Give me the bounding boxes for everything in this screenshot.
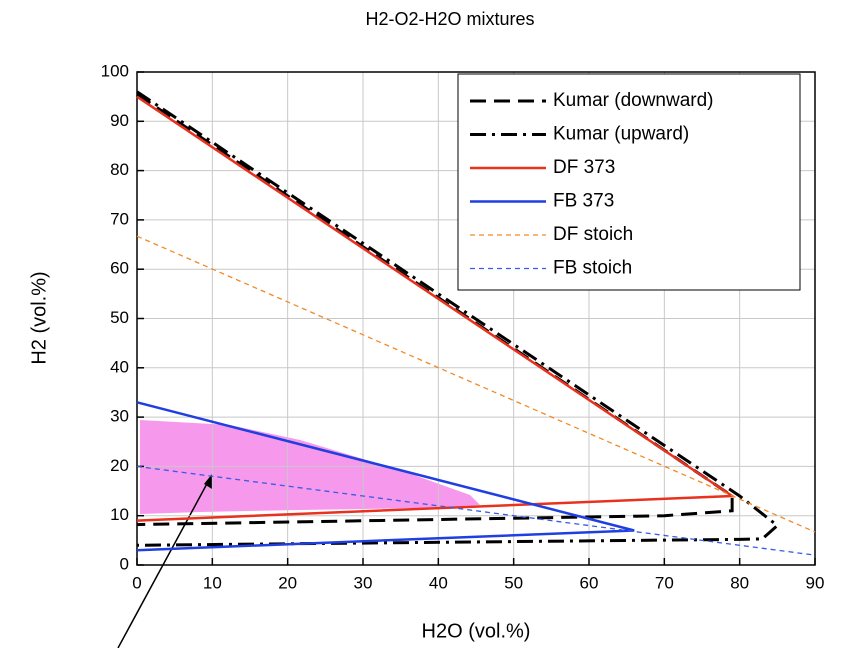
legend-box <box>457 73 801 291</box>
series-line <box>136 465 816 556</box>
plot-frame <box>136 71 816 566</box>
y-tick-label: 100 <box>101 61 129 80</box>
y-tick-label: 0 <box>120 554 129 573</box>
chart-title: H2-O2-H2O mixtures <box>365 9 534 29</box>
x-tick-label: 0 <box>132 573 141 592</box>
x-tick-label: 70 <box>655 573 674 592</box>
y-tick-label: 10 <box>110 505 129 524</box>
series-line <box>136 401 635 552</box>
x-tick-label: 30 <box>354 573 373 592</box>
series-line <box>136 235 816 533</box>
x-tick-label: 50 <box>504 573 523 592</box>
x-tick-label: 20 <box>278 573 297 592</box>
x-tick-label: 10 <box>203 573 222 592</box>
y-tick-label: 30 <box>110 407 129 426</box>
y-tick-label: 80 <box>110 160 129 179</box>
arrow-head <box>204 474 212 489</box>
legend-label: FB stoich <box>553 258 632 279</box>
x-tick-label: 90 <box>806 573 825 592</box>
x-axis-label: H2O (vol.%) <box>422 620 531 642</box>
legend-label: FB 373 <box>553 191 614 212</box>
y-tick-label: 40 <box>110 357 129 376</box>
x-tick-label: 60 <box>580 573 599 592</box>
y-tick-label: 60 <box>110 259 129 278</box>
series-line <box>136 92 734 527</box>
arrow <box>117 479 210 649</box>
legend-label: DF stoich <box>553 224 633 245</box>
x-tick-label: 40 <box>429 573 448 592</box>
y-tick-label: 20 <box>110 456 129 475</box>
y-axis-label: H2 (vol.%) <box>28 271 50 364</box>
series-line <box>136 90 780 547</box>
legend-label: Kumar (downward) <box>553 90 714 111</box>
y-tick-label: 50 <box>110 308 129 327</box>
legend-label: Kumar (upward) <box>553 124 689 145</box>
legend-label: DF 373 <box>553 157 615 178</box>
x-tick-label: 80 <box>730 573 749 592</box>
y-tick-label: 70 <box>110 209 129 228</box>
y-tick-label: 90 <box>110 111 129 130</box>
shaded-region <box>140 420 480 514</box>
